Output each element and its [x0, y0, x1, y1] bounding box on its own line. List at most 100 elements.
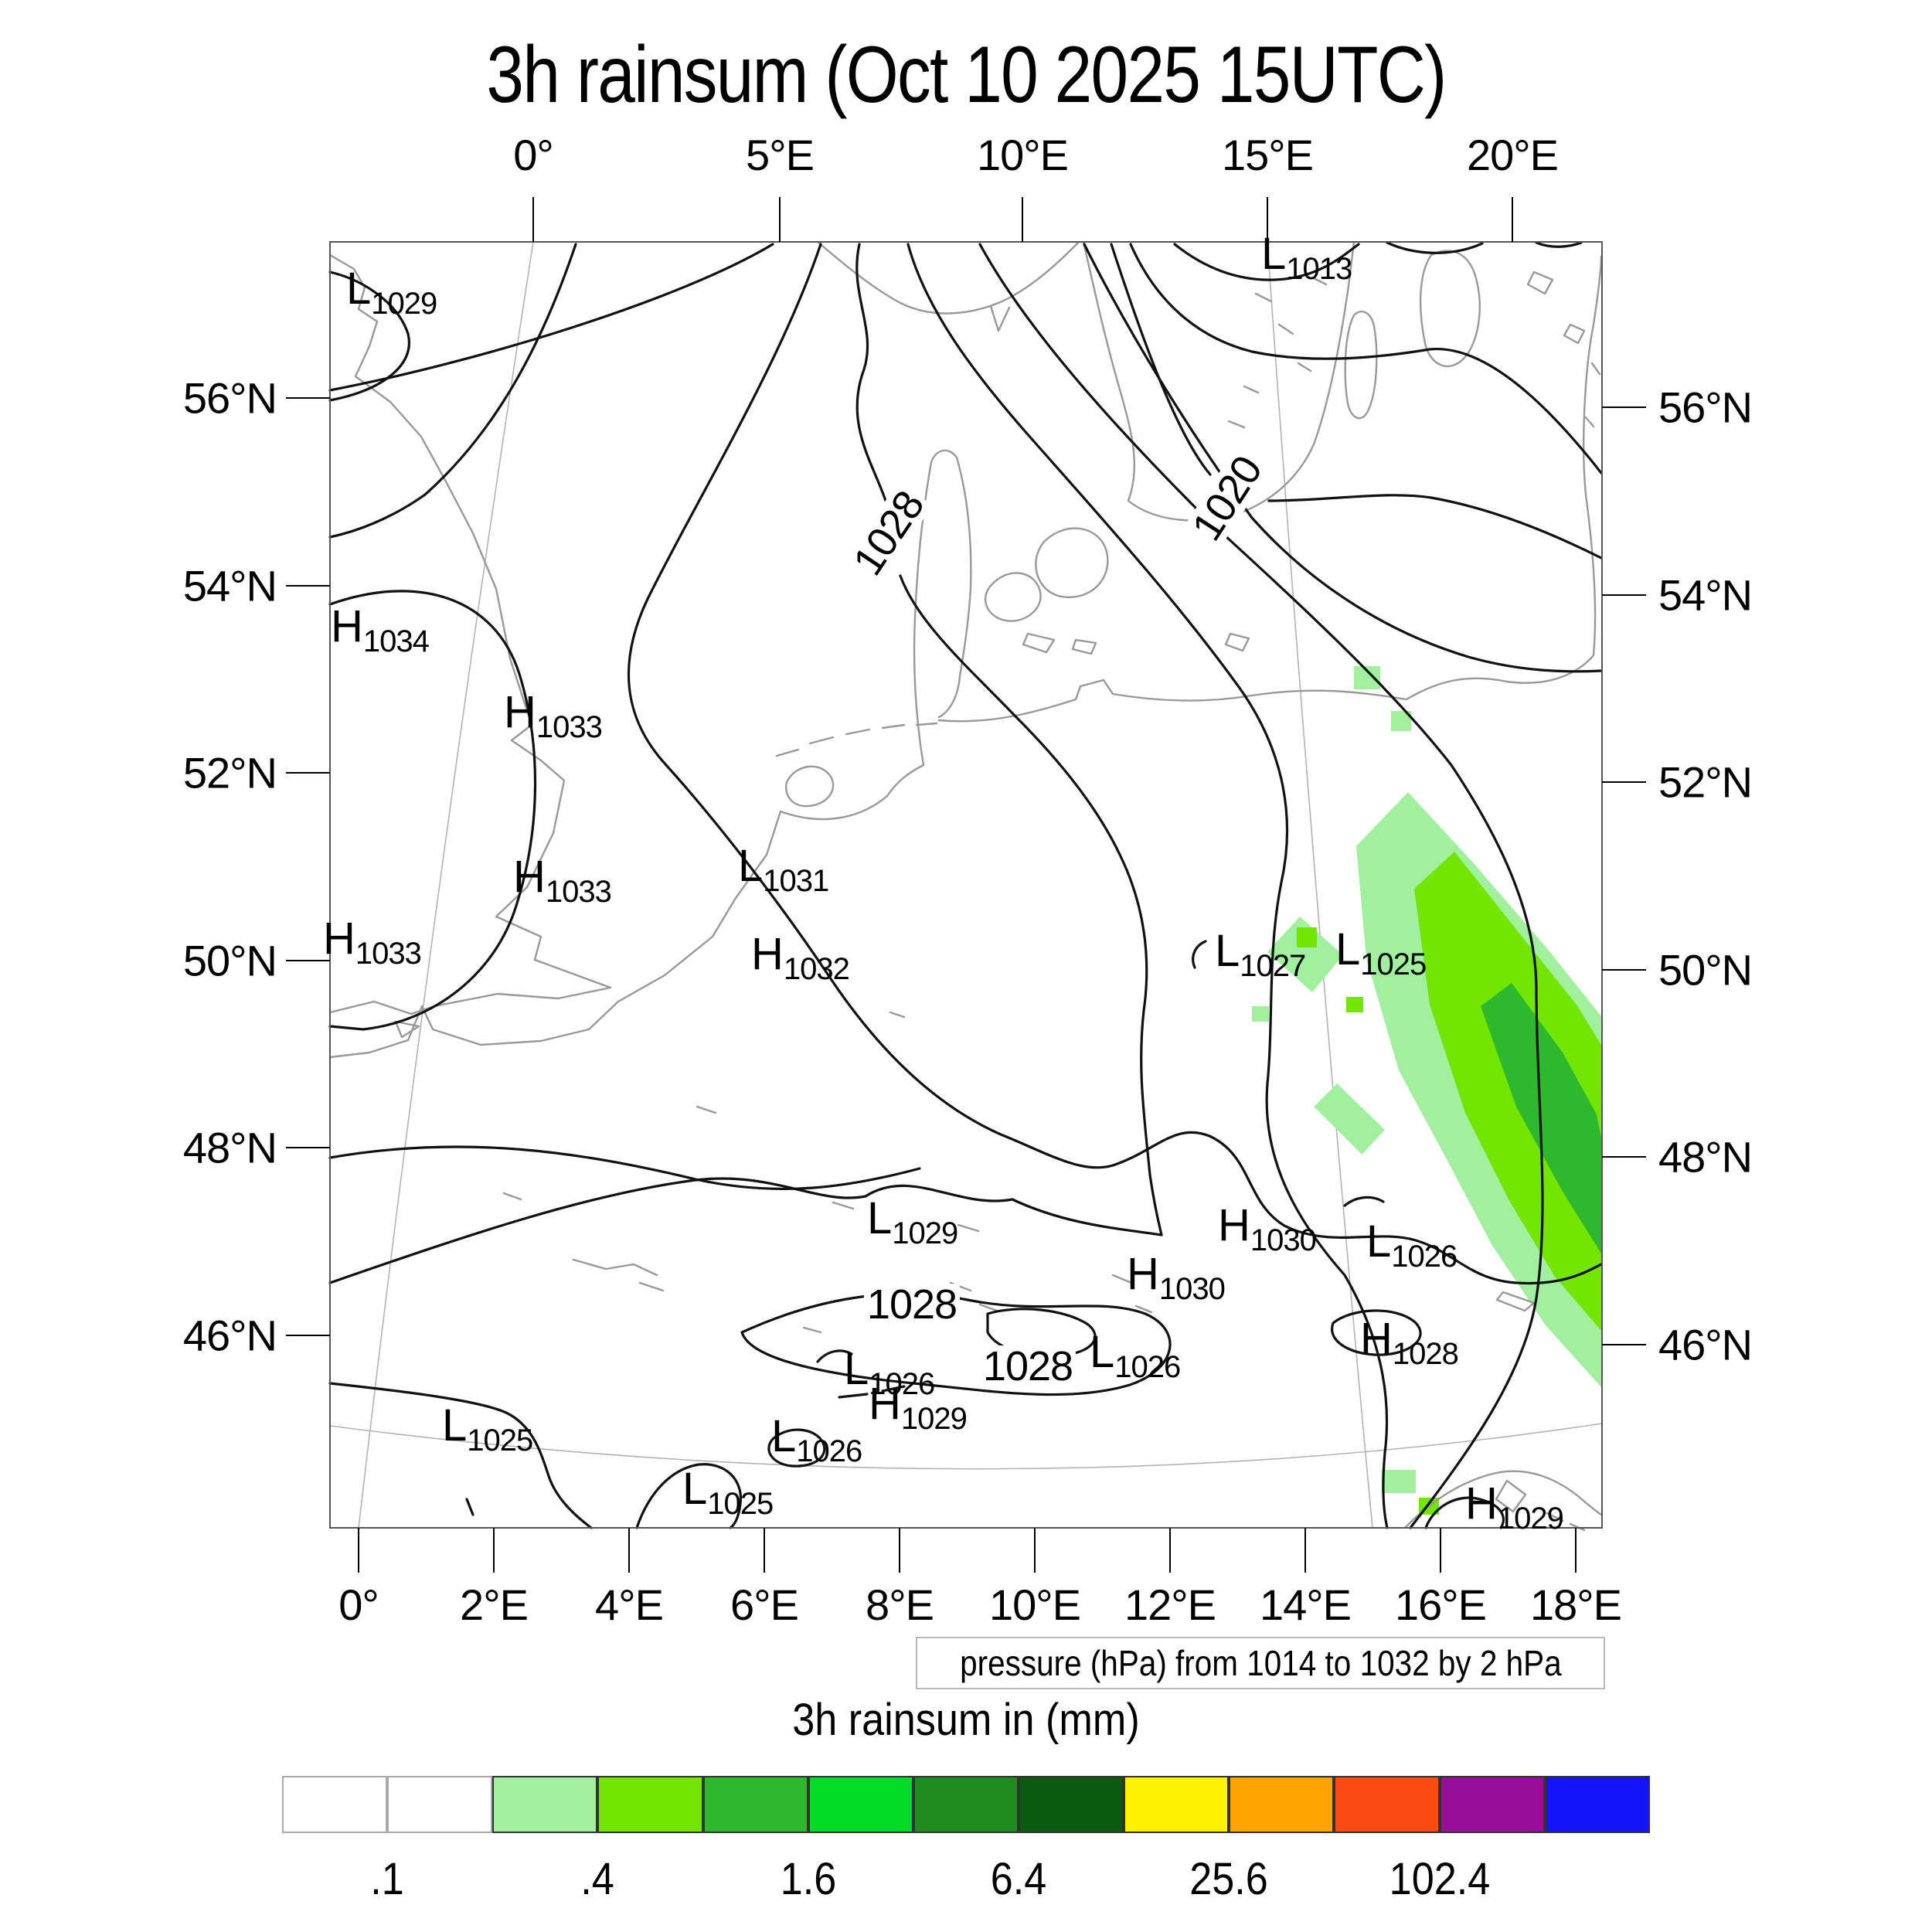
pressure-value: 1025	[707, 1487, 774, 1521]
colorbar-tick-label: .4	[580, 1854, 615, 1904]
bottom-axis-tick	[1304, 1528, 1306, 1573]
right-axis-label: 50°N	[1658, 945, 1753, 995]
bottom-axis-label: 6°E	[730, 1580, 799, 1629]
pressure-letter: L	[1215, 926, 1240, 976]
right-axis-tick	[1602, 594, 1646, 596]
top-axis-label: 5°E	[746, 131, 815, 179]
high-pressure-label: H1034	[331, 601, 430, 658]
pressure-caption-box: pressure (hPa) from 1014 to 1032 by 2 hP…	[916, 1637, 1605, 1689]
pressure-letter: L	[867, 1193, 893, 1243]
pressure-value: 1025	[467, 1423, 533, 1458]
pressure-letter: H	[1465, 1478, 1498, 1529]
pressure-value: 1031	[763, 864, 829, 898]
top-axis-label: 15°E	[1221, 131, 1314, 179]
low-pressure-label: L1026	[771, 1414, 862, 1468]
bottom-axis-label: 2°E	[460, 1580, 529, 1629]
high-pressure-label: H1029	[1465, 1478, 1564, 1535]
pressure-value: 1030	[1250, 1223, 1317, 1257]
colorbar-cell	[913, 1776, 1019, 1833]
colorbar-cell	[492, 1776, 598, 1833]
pressure-letter: H	[1218, 1200, 1250, 1250]
right-axis-tick	[1602, 969, 1646, 971]
colorbar	[282, 1776, 1650, 1833]
pressure-value: 1026	[1114, 1350, 1181, 1384]
pressure-letter: H	[1127, 1249, 1159, 1299]
left-axis-label: 52°N	[182, 748, 277, 798]
pressure-caption-text: pressure (hPa) from 1014 to 1032 by 2 hP…	[959, 1643, 1562, 1683]
pressure-letter: H	[504, 687, 536, 737]
left-axis-label: 56°N	[182, 373, 277, 423]
pressure-value: 1029	[371, 287, 437, 321]
bottom-axis-tick	[764, 1528, 765, 1573]
pressure-value: 1033	[536, 710, 603, 744]
bottom-axis-tick	[899, 1528, 900, 1573]
isobar-contours	[328, 241, 1603, 1529]
low-pressure-label: L1025	[442, 1403, 533, 1457]
pressure-value: 1034	[362, 624, 430, 658]
colorbar-cell	[282, 1776, 388, 1833]
right-axis-tick	[1602, 1344, 1646, 1345]
bottom-axis-tick	[358, 1528, 359, 1573]
right-axis-tick	[1602, 406, 1646, 408]
bottom-axis-tick	[628, 1528, 630, 1573]
bottom-axis-label: 0°	[338, 1580, 379, 1629]
bottom-axis-tick	[1034, 1528, 1036, 1573]
pressure-letter: H	[331, 601, 363, 651]
colorbar-cell	[1018, 1776, 1124, 1833]
low-pressure-label: L1029	[867, 1193, 958, 1250]
left-axis-label: 46°N	[182, 1311, 277, 1360]
isobar-inline-label: 1028	[979, 1345, 1077, 1387]
right-axis-label: 54°N	[1658, 570, 1753, 620]
pressure-letter: L	[1090, 1327, 1115, 1377]
high-pressure-label: H1033	[504, 687, 603, 743]
top-axis-tick	[1267, 197, 1268, 242]
pressure-value: 1033	[545, 875, 612, 909]
left-axis-label: 50°N	[182, 936, 277, 985]
low-pressure-label: L1027	[1215, 926, 1306, 982]
pressure-value: 1026	[1391, 1240, 1458, 1274]
graticule-lines	[329, 241, 1603, 1529]
colorbar-cell	[1124, 1776, 1230, 1833]
pressure-letter: L	[1261, 229, 1287, 279]
pressure-letter: H	[1360, 1314, 1393, 1364]
bottom-axis-label: 14°E	[1259, 1580, 1352, 1629]
pressure-letter: H	[869, 1379, 901, 1429]
low-pressure-label: L1029	[346, 267, 437, 320]
colorbar-tick-label: 102.4	[1389, 1854, 1491, 1904]
high-pressure-label: H1032	[751, 929, 850, 985]
pressure-letter: H	[751, 929, 784, 979]
bottom-axis-label: 16°E	[1394, 1580, 1487, 1629]
low-pressure-label: L1026	[1090, 1327, 1181, 1383]
bottom-axis-tick	[493, 1528, 495, 1573]
pressure-value: 1026	[869, 1367, 935, 1401]
low-pressure-label: L1031	[738, 844, 829, 897]
pressure-value: 1028	[1392, 1337, 1459, 1371]
colorbar-cell	[808, 1776, 913, 1833]
high-pressure-label: H1030	[1218, 1200, 1317, 1257]
right-axis-label: 52°N	[1658, 757, 1753, 807]
right-axis-tick	[1602, 781, 1646, 783]
bottom-axis-label: 4°E	[595, 1580, 664, 1629]
top-axis-tick	[1512, 197, 1513, 242]
pressure-value: 1032	[783, 952, 850, 986]
top-axis-tick	[779, 197, 781, 242]
low-pressure-label: L1026	[1366, 1219, 1458, 1273]
bottom-axis-tick	[1440, 1528, 1441, 1573]
top-axis-tick	[532, 197, 534, 242]
bottom-axis-label: 10°E	[988, 1580, 1081, 1629]
colorbar-cell	[1439, 1776, 1545, 1833]
pressure-letter: H	[513, 852, 546, 902]
pressure-value: 1029	[900, 1402, 968, 1436]
left-axis-tick	[286, 1335, 330, 1336]
left-axis-tick	[286, 960, 330, 961]
bottom-axis-label: 8°E	[866, 1580, 934, 1629]
high-pressure-label: H1029	[869, 1379, 968, 1435]
left-axis-tick	[286, 397, 330, 399]
right-axis-label: 48°N	[1658, 1132, 1753, 1182]
bottom-axis-tick	[1169, 1528, 1171, 1573]
high-pressure-label: H1030	[1127, 1249, 1226, 1305]
high-pressure-label: H1033	[323, 917, 422, 970]
bottom-axis-tick	[1575, 1528, 1577, 1573]
low-pressure-label: L1026	[844, 1347, 935, 1400]
